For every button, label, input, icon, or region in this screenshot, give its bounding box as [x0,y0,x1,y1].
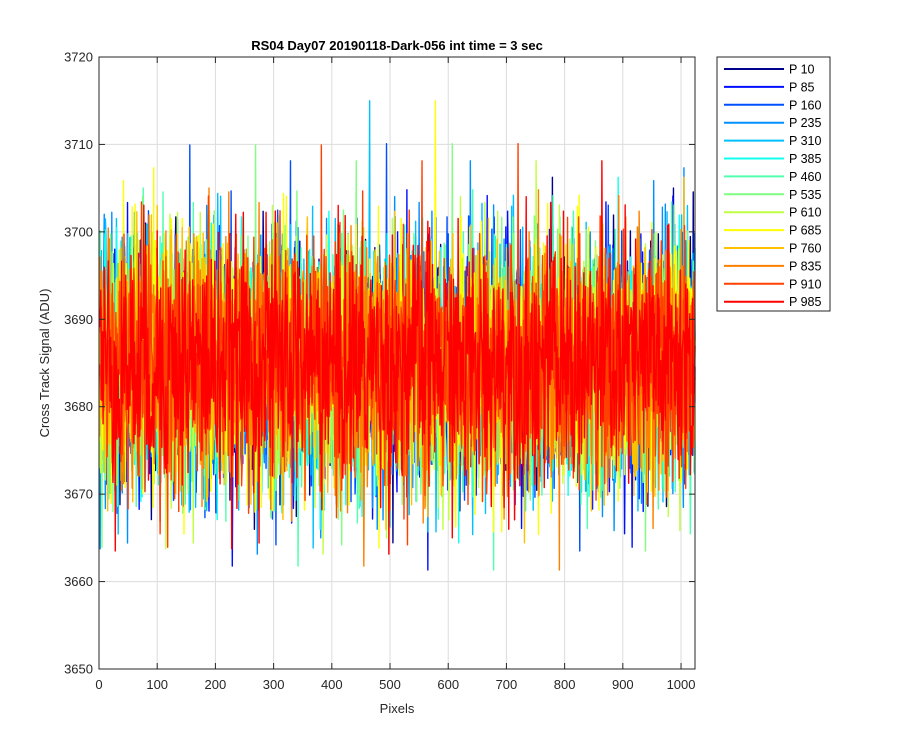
legend-label-p-610: P 610 [789,206,821,220]
x-tick-label: 600 [437,677,459,692]
series-lines [98,100,696,571]
x-tick-label: 500 [379,677,401,692]
legend-label-p-685: P 685 [789,224,821,238]
x-tick-label: 800 [554,677,576,692]
x-tick-label: 100 [146,677,168,692]
y-tick-label: 3650 [64,662,93,677]
chart-title: RS04 Day07 20190118-Dark-056 int time = … [251,38,543,53]
y-tick-label: 3690 [64,312,93,327]
x-axis-label: Pixels [380,701,415,716]
legend-label-p-10: P 10 [789,63,815,77]
y-axis-label: Cross Track Signal (ADU) [37,289,52,438]
legend-label-p-85: P 85 [789,80,815,94]
legend: P 10 P 85 P 160 P 235 P 310 P 385 P 460 P 535 P … [716,56,831,312]
legend-label-p-310: P 310 [789,134,821,148]
legend-label-p-385: P 385 [789,152,821,166]
legend-label-p-535: P 535 [789,188,821,202]
y-tick-label: 3660 [64,574,93,589]
legend-label-p-460: P 460 [789,170,821,184]
y-tick-label: 3700 [64,224,93,239]
legend-label-p-235: P 235 [789,116,821,130]
legend-label-p-160: P 160 [789,98,821,112]
legend-label-p-760: P 760 [789,242,821,256]
x-tick-label: 700 [496,677,518,692]
series-line-p-910 [98,142,696,548]
x-tick-label: 200 [205,677,227,692]
legend-label-p-835: P 835 [789,259,821,273]
legend-label-p-910: P 910 [789,277,821,291]
y-tick-label: 3670 [64,487,93,502]
x-tick-label: 900 [612,677,634,692]
x-tick-label: 1000 [667,677,696,692]
series-line-p-985 [98,160,696,555]
x-tick-label: 300 [263,677,285,692]
x-tick-label: 0 [95,677,102,692]
y-tick-label: 3680 [64,399,93,414]
plot-frame [98,56,696,670]
y-tick-label: 3720 [64,50,93,65]
y-tick-label: 3710 [64,137,93,152]
legend-label-p-985: P 985 [789,295,821,309]
x-tick-label: 400 [321,677,343,692]
legend-box [716,56,831,312]
axis-ticks: 0 100 200 300 400 500 600 700 800 900 1000 3650 3660… [64,50,695,693]
